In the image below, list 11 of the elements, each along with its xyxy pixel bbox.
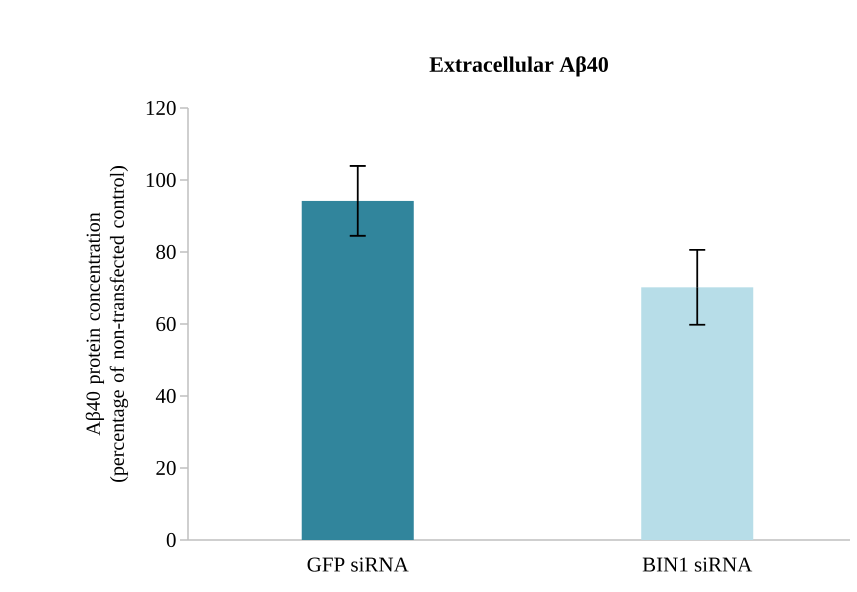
x-tick-label: GFP siRNA [308, 558, 409, 572]
y-tick-label: 20 [156, 460, 176, 476]
y-tick-label: 100 [146, 172, 176, 188]
x-tick-label: BIN1 siRNA [642, 558, 752, 572]
y-tick-label: 60 [156, 316, 176, 332]
y-tick-label: 120 [146, 100, 176, 116]
y-tick-label: 80 [156, 244, 176, 260]
chart-title: Extracellular Aβ40 [430, 56, 608, 76]
y-tick-label: 40 [156, 388, 176, 404]
y-tick-label: 0 [166, 532, 176, 548]
y-axis-title: Aβ40 protein concentration (percentage of non-transfected control) [86, 166, 128, 482]
